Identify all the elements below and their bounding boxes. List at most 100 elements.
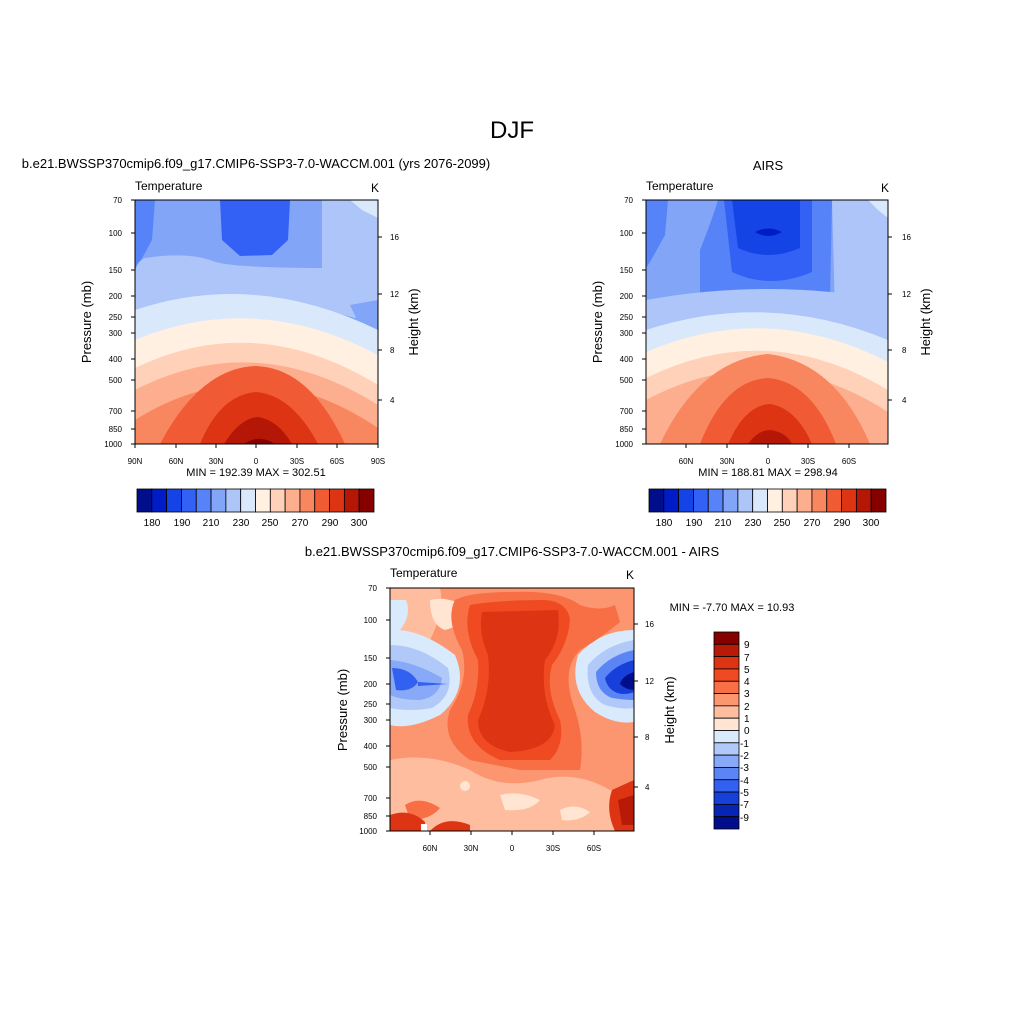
- colorbar-swatch: [678, 488, 694, 513]
- colorbar-label: 180: [656, 518, 673, 529]
- panel-model-left-label: Temperature: [135, 179, 203, 193]
- panel-obs-colorbar-labels: 180 190 210 230 250 270 290 300: [656, 518, 880, 529]
- panel-model-colorbar: [136, 488, 375, 513]
- height-tick-label: 4: [390, 396, 395, 405]
- colorbar-swatch: [713, 754, 740, 768]
- panel-model-y-ticks: 70 100 150 200 250 300 400 500 700 850 1…: [104, 196, 122, 449]
- contour-fill: [244, 438, 274, 444]
- contour-fill: [390, 600, 408, 632]
- colorbar-swatch: [737, 488, 754, 513]
- panel-model-units: K: [371, 181, 379, 195]
- colorbar-swatch: [240, 488, 256, 513]
- colorbar-swatch: [210, 488, 227, 513]
- colorbar-swatch: [752, 488, 768, 513]
- contour-fill: [460, 781, 470, 791]
- y-tick-label: 400: [620, 355, 634, 364]
- height-tick-label: 8: [645, 733, 650, 742]
- panel-obs-colorbar: [648, 488, 887, 513]
- colorbar-swatch: [663, 488, 680, 513]
- panel-obs-title: AIRS: [753, 158, 784, 173]
- colorbar-label: -5: [740, 788, 749, 799]
- colorbar-label: 230: [233, 518, 250, 529]
- panel-model-height-ticks: 16 12 8 4: [390, 233, 399, 405]
- contour-fill: [478, 610, 559, 752]
- height-tick-label: 12: [390, 290, 399, 299]
- panel-diff-axes: [386, 587, 638, 835]
- colorbar-swatch: [329, 488, 345, 513]
- colorbar-swatch: [841, 488, 857, 513]
- colorbar-swatch: [713, 816, 740, 830]
- x-tick-label: 90S: [371, 457, 385, 466]
- panel-diff-units: K: [626, 568, 634, 582]
- colorbar-swatch: [713, 717, 740, 731]
- x-tick-label: 0: [254, 457, 259, 466]
- x-tick-label: 30N: [464, 844, 479, 853]
- panel-obs-units: K: [881, 181, 889, 195]
- y-tick-label: 1000: [615, 440, 633, 449]
- panel-obs-stats: MIN = 188.81 MAX = 298.94: [698, 467, 837, 479]
- colorbar-swatch: [713, 730, 740, 744]
- x-tick-label: 0: [766, 457, 771, 466]
- colorbar-swatch: [713, 742, 740, 756]
- colorbar-label: -3: [740, 763, 749, 774]
- panel-obs-y-ticks: 70 100 150 200 250 300 400 500 700 850 1…: [615, 196, 633, 449]
- colorbar-label: 4: [744, 677, 750, 688]
- contour-fill: [620, 672, 634, 690]
- colorbar-label: -1: [740, 739, 749, 750]
- contour-fill: [832, 200, 888, 312]
- colorbar-swatch: [870, 488, 887, 513]
- y-tick-label: 700: [364, 794, 378, 803]
- x-tick-label: 30N: [209, 457, 224, 466]
- contour-fill: [868, 200, 888, 218]
- contour-fill: [618, 795, 634, 825]
- contour-fill: [135, 200, 155, 272]
- colorbar-swatch: [255, 488, 271, 513]
- y-tick-label: 150: [109, 266, 123, 275]
- height-tick-label: 8: [902, 346, 907, 355]
- contour-fill: [135, 200, 378, 318]
- y-tick-label: 1000: [104, 440, 122, 449]
- colorbar-swatch: [713, 656, 740, 670]
- colorbar-swatch: [693, 488, 709, 513]
- y-tick-label: 200: [364, 680, 378, 689]
- colorbar-swatch: [225, 488, 242, 513]
- colorbar-label: 190: [174, 518, 191, 529]
- y-tick-label: 700: [620, 407, 634, 416]
- panel-obs-height-ticks: 16 12 8 4: [902, 233, 911, 405]
- y-tick-label: 400: [109, 355, 123, 364]
- colorbar-swatch: [269, 488, 286, 513]
- panel-diff-colorbar: [713, 631, 740, 830]
- colorbar-label: -9: [740, 813, 749, 824]
- panel-obs-x-ticks: 60N 30N 0 30S 60S: [679, 457, 856, 466]
- panel-model-stats: MIN = 192.39 MAX = 302.51: [186, 467, 325, 479]
- contour-fill: [732, 200, 800, 255]
- y-tick-label: 70: [368, 584, 377, 593]
- x-tick-label: 30N: [720, 457, 735, 466]
- colorbar-label: 250: [774, 518, 791, 529]
- y-tick-label: 100: [109, 229, 123, 238]
- colorbar-label: 300: [863, 518, 880, 529]
- colorbar-label: 1: [744, 714, 750, 725]
- height-tick-label: 16: [902, 233, 911, 242]
- panel-model: b.e21.BWSSP370cmip6.f09_g17.CMIP6-SSP3-7…: [22, 156, 490, 529]
- height-tick-label: 16: [645, 620, 654, 629]
- x-tick-label: 30S: [546, 844, 560, 853]
- colorbar-label: 180: [144, 518, 161, 529]
- colorbar-swatch: [648, 488, 665, 513]
- contour-fill: [224, 417, 292, 444]
- colorbar-swatch: [713, 791, 740, 805]
- colorbar-swatch: [826, 488, 842, 513]
- colorbar-swatch: [299, 488, 316, 513]
- y-tick-label: 250: [620, 313, 634, 322]
- panel-model-contours: [135, 200, 378, 444]
- y-tick-label: 300: [364, 716, 378, 725]
- colorbar-swatch: [284, 488, 301, 513]
- y-tick-label: 500: [620, 376, 634, 385]
- colorbar-label: 7: [744, 653, 750, 664]
- height-tick-label: 4: [645, 783, 650, 792]
- colorbar-swatch: [151, 488, 168, 513]
- colorbar-swatch: [713, 631, 740, 645]
- y-tick-label: 300: [109, 329, 123, 338]
- colorbar-label: 5: [744, 665, 750, 676]
- y-tick-label: 850: [109, 425, 123, 434]
